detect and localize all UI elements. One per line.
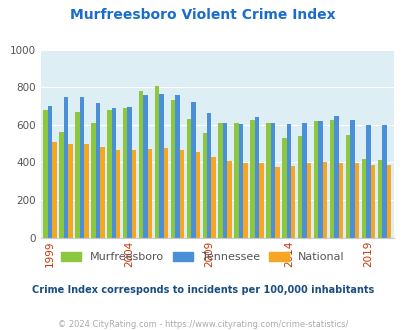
Bar (370, 165, 374, 238)
Bar (111, 108, 116, 238)
Text: Crime Index corresponds to incidents per 100,000 inhabitants: Crime Index corresponds to incidents per… (32, 285, 373, 295)
Text: © 2024 CityRating.com - https://www.cityrating.com/crime-statistics/: © 2024 CityRating.com - https://www.city… (58, 320, 347, 329)
Bar (275, 167, 279, 238)
Bar (302, 123, 306, 238)
Bar (306, 163, 311, 238)
Bar (290, 166, 295, 238)
Bar (75, 112, 79, 238)
Bar (79, 96, 84, 238)
Bar (258, 163, 263, 238)
Bar (270, 123, 275, 238)
Bar (250, 120, 254, 238)
Bar (175, 95, 179, 238)
Bar (354, 163, 358, 238)
Bar (243, 163, 247, 238)
Bar (186, 119, 191, 238)
Bar (123, 108, 127, 238)
Bar (238, 124, 243, 238)
Bar (218, 123, 222, 238)
Bar (350, 120, 354, 238)
Bar (191, 102, 195, 238)
Bar (222, 123, 227, 238)
Bar (163, 148, 168, 238)
Bar (147, 149, 152, 238)
Bar (377, 159, 381, 238)
Bar (381, 125, 386, 238)
Bar (297, 136, 302, 238)
Bar (266, 123, 270, 238)
Bar (313, 121, 318, 238)
Bar (48, 106, 52, 238)
Bar (84, 144, 88, 238)
Bar (52, 142, 57, 238)
Bar (127, 107, 132, 238)
Text: Murfreesboro Violent Crime Index: Murfreesboro Violent Crime Index (70, 8, 335, 22)
Bar (91, 123, 96, 238)
Bar (322, 162, 326, 238)
Bar (286, 124, 290, 238)
Bar (171, 100, 175, 238)
Bar (116, 150, 120, 238)
Bar (234, 123, 238, 238)
Bar (139, 91, 143, 238)
Bar (68, 144, 72, 238)
Bar (254, 117, 258, 238)
Bar (43, 110, 48, 238)
Bar (318, 121, 322, 238)
Bar (227, 161, 231, 238)
Bar (345, 135, 350, 238)
Bar (207, 113, 211, 238)
Bar (338, 163, 342, 238)
Bar (100, 147, 104, 238)
Bar (154, 86, 159, 238)
Bar (365, 125, 370, 238)
Bar (386, 165, 390, 238)
Bar (159, 94, 163, 238)
Bar (211, 157, 215, 238)
Bar (107, 110, 111, 238)
Bar (281, 138, 286, 238)
Bar (132, 150, 136, 238)
Bar (96, 103, 100, 238)
Bar (64, 96, 68, 238)
Bar (361, 159, 365, 238)
Bar (329, 120, 333, 238)
Legend: Murfreesboro, Tennessee, National: Murfreesboro, Tennessee, National (57, 248, 348, 267)
Bar (333, 116, 338, 238)
Bar (202, 133, 207, 238)
Bar (195, 152, 200, 238)
Bar (59, 132, 64, 238)
Bar (179, 150, 183, 238)
Bar (143, 95, 147, 238)
